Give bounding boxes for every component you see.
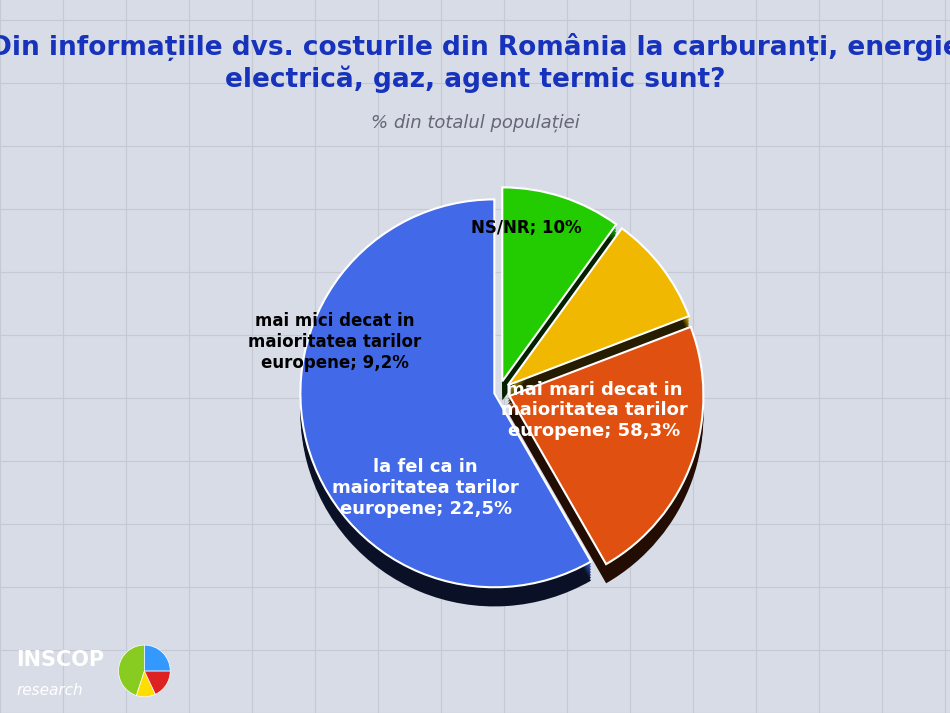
Wedge shape [508,231,689,388]
Wedge shape [509,332,703,570]
Wedge shape [508,242,689,399]
Text: mai mari decat in
maioritatea tarilor
europene; 58,3%: mai mari decat in maioritatea tarilor eu… [502,381,688,440]
Wedge shape [300,210,591,598]
Wedge shape [137,671,156,697]
Text: mai mici decat in
maioritatea tarilor
europene; 9,2%: mai mici decat in maioritatea tarilor eu… [248,312,421,371]
Wedge shape [300,200,591,588]
Wedge shape [119,645,144,695]
Wedge shape [503,190,617,384]
Wedge shape [509,346,703,583]
Wedge shape [503,204,617,398]
Wedge shape [503,193,617,386]
Wedge shape [503,201,617,395]
Wedge shape [509,341,703,578]
Wedge shape [509,335,703,573]
Wedge shape [503,188,617,381]
Wedge shape [509,327,703,564]
Wedge shape [503,198,617,392]
Wedge shape [300,202,591,590]
Wedge shape [508,234,689,391]
Text: research: research [16,682,84,697]
Wedge shape [508,240,689,396]
Wedge shape [300,216,591,604]
Wedge shape [300,205,591,593]
Wedge shape [300,213,591,601]
Wedge shape [508,247,689,404]
Wedge shape [300,207,591,595]
Wedge shape [300,219,591,607]
Wedge shape [509,338,703,575]
Wedge shape [508,245,689,401]
Wedge shape [503,207,617,401]
Wedge shape [503,195,617,389]
Wedge shape [509,343,703,580]
Wedge shape [144,645,170,671]
Wedge shape [144,671,170,694]
Wedge shape [509,329,703,567]
Text: la fel ca in
maioritatea tarilor
europene; 22,5%: la fel ca in maioritatea tarilor europen… [332,458,519,518]
Wedge shape [508,228,689,385]
Wedge shape [508,237,689,394]
Text: NS/NR; 10%: NS/NR; 10% [471,219,581,237]
Text: Din informațiile dvs. costurile din România la carburanți, energie
electrică, ga: Din informațiile dvs. costurile din Româ… [0,33,950,93]
Text: INSCOP: INSCOP [16,650,104,670]
Text: % din totalul populației: % din totalul populației [370,113,580,131]
